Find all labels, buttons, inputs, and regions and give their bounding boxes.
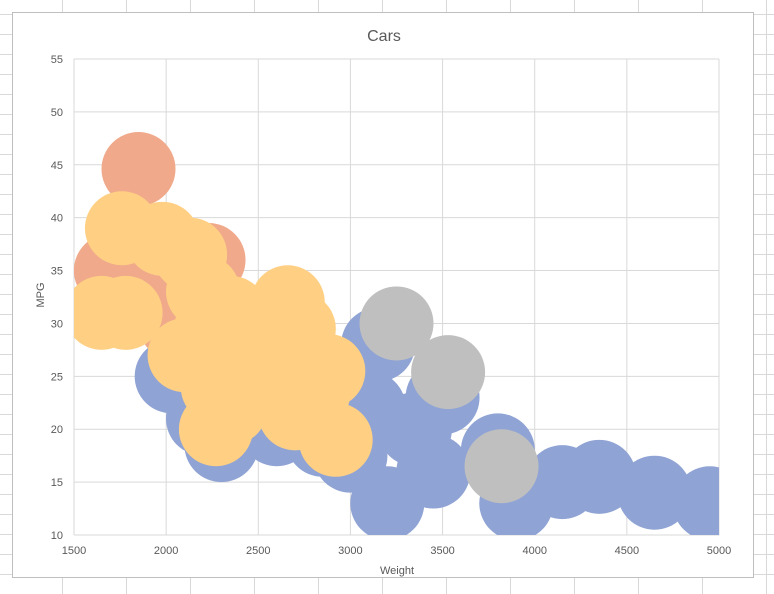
x-tick-label: 3000 xyxy=(338,545,362,557)
bubble-point xyxy=(221,307,296,382)
x-tick-label: 2000 xyxy=(154,545,178,557)
bubble-point xyxy=(411,335,486,410)
y-tick-label: 20 xyxy=(51,424,63,436)
bubble-point xyxy=(178,392,253,467)
y-axis-ticks: 10 15 20 25 30 35 40 45 50 55 xyxy=(51,54,63,542)
chart-title: Cars xyxy=(367,28,401,45)
chart-svg: Cars 1500 2000 2500 3000 3500 4000 4500 5000 10… xyxy=(35,28,731,577)
bubble-point xyxy=(396,434,471,509)
bubble-point xyxy=(101,132,176,207)
bubble-point xyxy=(359,286,434,361)
bubble-point xyxy=(88,275,163,350)
x-tick-label: 2500 xyxy=(246,545,270,557)
x-tick-label: 5000 xyxy=(707,545,731,557)
x-axis-title: Weight xyxy=(380,565,414,577)
x-axis-ticks: 1500 2000 2500 3000 3500 4000 4500 5000 xyxy=(62,545,731,557)
y-tick-label: 40 xyxy=(51,213,63,225)
y-tick-label: 35 xyxy=(51,266,63,278)
bubble-point xyxy=(464,429,539,504)
x-tick-label: 4000 xyxy=(522,545,546,557)
x-tick-label: 3500 xyxy=(430,545,454,557)
y-tick-label: 15 xyxy=(51,477,63,489)
bubble-point xyxy=(298,402,373,477)
chart-area: Cars 1500 2000 2500 3000 3500 4000 4500 5000 10… xyxy=(12,12,754,578)
bubble-point xyxy=(617,455,692,530)
y-tick-label: 30 xyxy=(51,318,63,330)
y-tick-label: 45 xyxy=(51,160,63,172)
x-tick-label: 1500 xyxy=(62,545,86,557)
y-tick-label: 25 xyxy=(51,371,63,383)
y-tick-label: 10 xyxy=(51,530,63,542)
x-tick-label: 4500 xyxy=(615,545,639,557)
y-tick-label: 55 xyxy=(51,54,63,66)
bubble-point xyxy=(672,466,719,535)
y-tick-label: 50 xyxy=(51,107,63,119)
y-axis-title: MPG xyxy=(35,282,47,307)
plot-area xyxy=(74,132,719,535)
